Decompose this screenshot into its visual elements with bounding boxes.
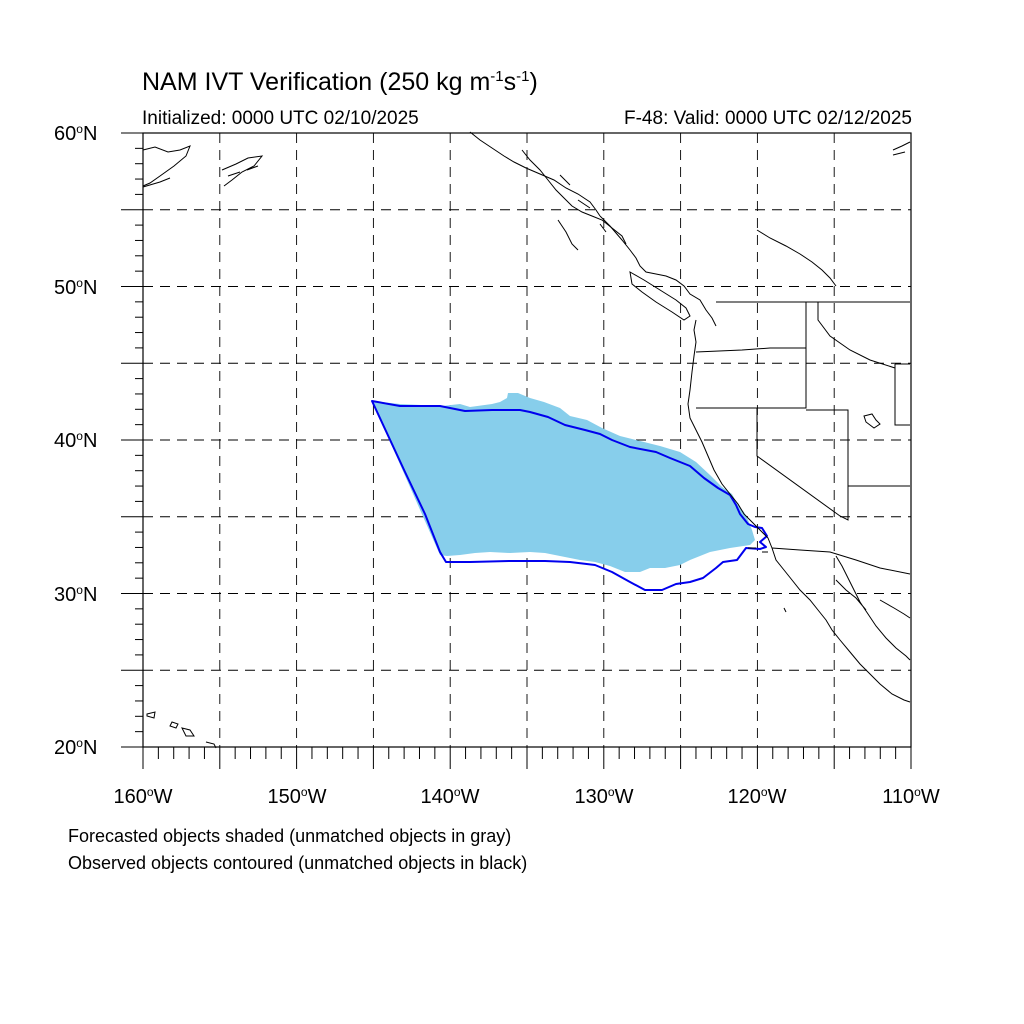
gulf-of-california-coast (835, 555, 911, 661)
lon-label-140w: 140oW (420, 785, 480, 808)
lat-label-30n: 30oN (54, 583, 98, 606)
baja-california-coast (771, 547, 911, 703)
us-mexico-border (771, 547, 911, 575)
lon-label-150w: 150oW (267, 785, 327, 808)
haida-gwaii-islands (557, 219, 607, 251)
forecast-object-layer (372, 393, 755, 572)
forecast-note: Forecasted objects shaded (unmatched obj… (68, 826, 512, 846)
lon-label-120w: 120oW (727, 785, 787, 808)
mainland-mexico-coast (879, 599, 911, 619)
lat-label-20n: 20oN (54, 736, 98, 759)
bc-coast (599, 215, 717, 327)
lon-label-160w: 160oW (113, 785, 173, 808)
lat-label-60n: 60oN (54, 122, 98, 145)
us-west-coast (687, 319, 773, 549)
alaska-peninsula-islands (221, 155, 264, 187)
hudson-bay-edge (892, 141, 911, 156)
us-state-borders (695, 302, 910, 521)
forecast-object-shaded (372, 393, 755, 572)
alaska-gulf-coast (142, 131, 601, 217)
observed-object-contour (371, 400, 768, 591)
alaska-coastline (142, 145, 191, 187)
initialized-time-label: Initialized: 0000 UTC 02/10/2025 (142, 108, 419, 129)
map-ticks (121, 132, 912, 769)
lake-features (756, 229, 881, 429)
lat-label-50n: 50oN (54, 276, 98, 299)
channel-islands (748, 547, 787, 613)
map-title: NAM IVT Verification (250 kg m-1s-1) (142, 68, 538, 96)
lon-label-110w: 110oW (882, 785, 940, 808)
coastline-layer (142, 131, 911, 749)
alaska-panhandle (521, 149, 627, 245)
observed-object-layer (371, 400, 768, 591)
vancouver-island (629, 271, 691, 321)
lat-label-40n: 40oN (54, 429, 98, 452)
hawaii-islands (146, 711, 217, 749)
observed-note: Observed objects contoured (unmatched ob… (68, 853, 528, 873)
valid-time-label: F-48: Valid: 0000 UTC 02/12/2025 (624, 108, 912, 129)
lon-label-130w: 130oW (574, 785, 634, 808)
